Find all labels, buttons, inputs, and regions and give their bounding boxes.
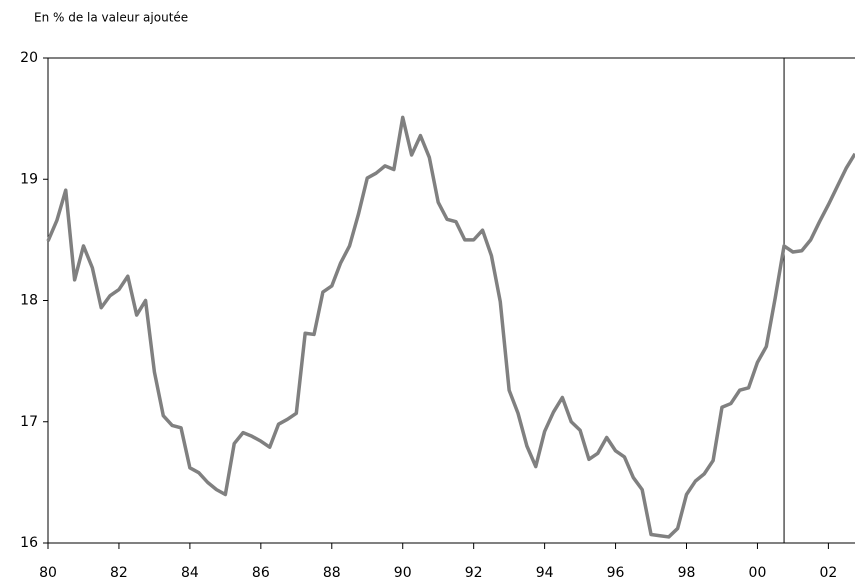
x-tick-label: 94 xyxy=(536,565,554,581)
x-tick-label: 86 xyxy=(252,565,270,581)
x-tick-label: 98 xyxy=(678,565,696,581)
y-tick-label: 17 xyxy=(20,414,38,430)
x-tick-label: 80 xyxy=(39,565,57,581)
y-tick-label: 16 xyxy=(20,535,38,551)
plot-frame xyxy=(47,57,855,544)
y-tick-label: 20 xyxy=(20,50,38,66)
x-tick-label: 92 xyxy=(465,565,483,581)
x-tick-label: 90 xyxy=(394,565,412,581)
x-tick-label: 88 xyxy=(323,565,341,581)
data-line xyxy=(46,115,855,539)
x-tick-label: 84 xyxy=(181,565,199,581)
x-tick-label: 82 xyxy=(110,565,128,581)
y-tick-label: 19 xyxy=(20,171,38,187)
x-tick-label: 02 xyxy=(819,565,837,581)
chart-title: En % de la valeur ajoutée xyxy=(34,11,188,25)
y-tick-label: 18 xyxy=(20,293,38,309)
x-tick-label: 96 xyxy=(607,565,625,581)
x-tick-label: 00 xyxy=(749,565,767,581)
